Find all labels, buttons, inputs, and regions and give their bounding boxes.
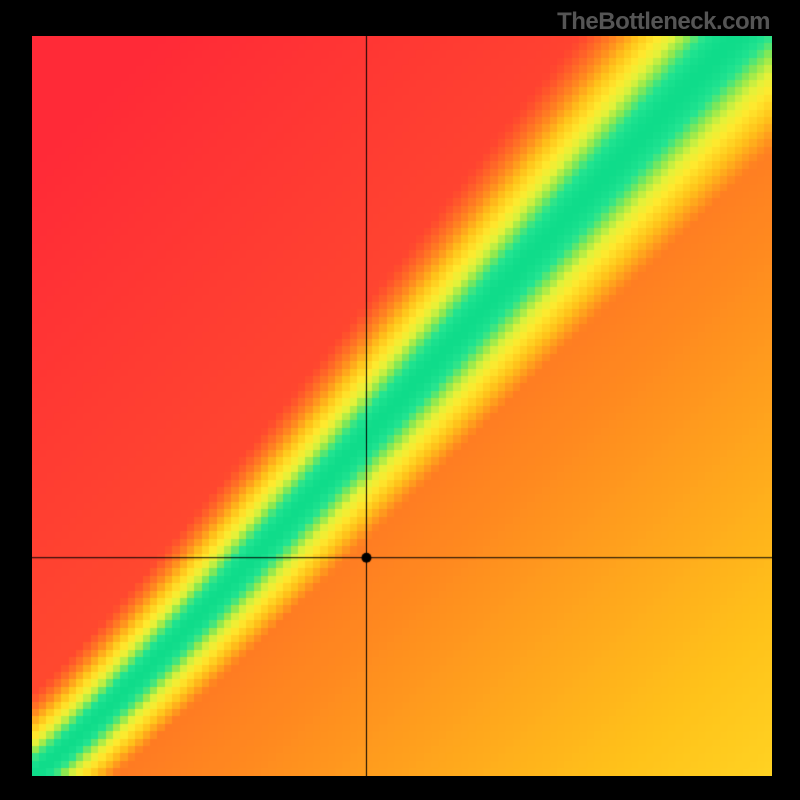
- bottleneck-heatmap: [32, 36, 772, 776]
- chart-container: TheBottleneck.com: [0, 0, 800, 800]
- watermark-text: TheBottleneck.com: [557, 8, 770, 36]
